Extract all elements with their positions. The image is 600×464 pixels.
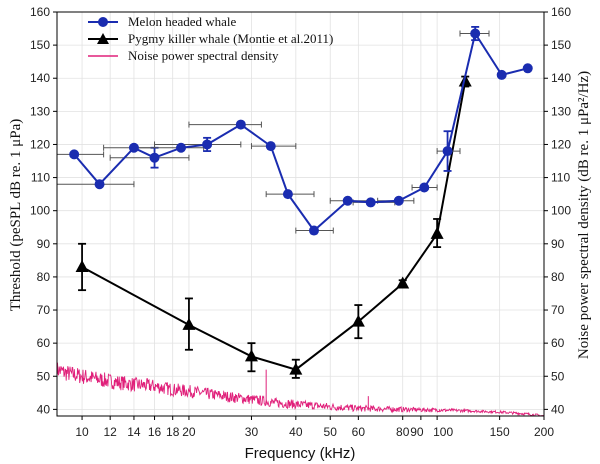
y-tick-label-left: 160 (30, 5, 50, 19)
y-tick-label-right: 60 (551, 336, 565, 350)
melon-point (128, 142, 139, 153)
melon-point (235, 119, 246, 130)
y-tick-label-left: 70 (37, 303, 51, 317)
melon-point (342, 195, 353, 206)
y-tick-label-right: 90 (551, 237, 565, 251)
y-tick-label-right: 80 (551, 270, 565, 284)
x-tick-label: 18 (166, 425, 180, 439)
melon-series (56, 26, 533, 236)
x-tick-label: 16 (148, 425, 162, 439)
y-tick-label-right: 150 (551, 38, 571, 52)
grid (57, 11, 545, 416)
melon-point (496, 69, 507, 80)
legend-melon-label: Melon headed whale (128, 14, 237, 29)
pygmy-point (182, 317, 196, 330)
y-tick-label-right: 160 (551, 5, 571, 19)
pygmy-point (396, 276, 410, 289)
pygmy-point (289, 362, 303, 375)
y-tick-label-right: 140 (551, 71, 571, 85)
melon-point (365, 197, 376, 208)
y-tick-label-left: 50 (37, 369, 51, 383)
y-axis-title-left: Threshold (peSPL dB re. 1 μPa) (8, 119, 24, 311)
melon-point (69, 149, 80, 160)
pygmy-point (458, 74, 472, 87)
x-tick-label: 90 (410, 425, 424, 439)
noise-trace (56, 362, 545, 417)
x-tick-label: 10 (75, 425, 89, 439)
melon-point (149, 152, 160, 163)
melon-point (522, 63, 533, 74)
melon-point (202, 139, 213, 150)
noise-series (56, 362, 545, 417)
melon-point (393, 195, 404, 206)
melon-point (442, 146, 453, 157)
y-tick-label-right: 70 (551, 303, 565, 317)
x-tick-label: 50 (324, 425, 338, 439)
legend-pygmy-label: Pygmy killer whale (Montie et al.2011) (128, 31, 333, 46)
x-tick-label: 20 (182, 425, 196, 439)
pygmy-point (430, 226, 444, 239)
melon-point (470, 28, 481, 39)
y-tick-label-left: 100 (30, 204, 50, 218)
melon-point (282, 189, 293, 200)
legend-pygmy-marker (97, 33, 109, 44)
x-tick-label: 60 (352, 425, 366, 439)
melon-point (94, 179, 105, 190)
pygmy-point (351, 314, 365, 327)
x-axis-title: Frequency (kHz) (245, 445, 356, 462)
melon-point (419, 182, 430, 193)
x-tick-label: 200 (534, 425, 554, 439)
pygmy-point (75, 259, 89, 272)
pygmy-series (75, 74, 472, 379)
y-tick-label-left: 150 (30, 38, 50, 52)
x-tick-label: 14 (127, 425, 141, 439)
x-tick-label: 150 (490, 425, 510, 439)
x-tick-label: 40 (289, 425, 303, 439)
melon-point (265, 141, 276, 152)
melon-point (308, 225, 319, 236)
y-tick-label-left: 140 (30, 71, 50, 85)
y-tick-label-left: 60 (37, 336, 51, 350)
x-tick-label: 12 (103, 425, 117, 439)
legend-noise-label: Noise power spectral density (128, 48, 279, 63)
y-tick-label-right: 120 (551, 137, 571, 151)
y-tick-label-left: 110 (31, 171, 50, 185)
x-tick-label: 80 (396, 425, 410, 439)
series-layer (56, 26, 533, 379)
x-tick-label: 30 (245, 425, 259, 439)
x-tick-label: 100 (433, 425, 453, 439)
melon-point (176, 142, 187, 153)
y-tick-label-right: 40 (551, 402, 565, 416)
y-tick-label-right: 110 (551, 171, 570, 185)
y-tick-label-left: 130 (30, 104, 50, 118)
y-tick-label-right: 50 (551, 369, 565, 383)
pygmy-line (81, 81, 467, 371)
legend: Melon headed whale Pygmy killer whale (M… (88, 14, 333, 63)
y-tick-label-right: 130 (551, 104, 571, 118)
y-tick-label-left: 90 (37, 237, 51, 251)
y-tick-label-left: 120 (30, 137, 50, 151)
pygmy-point (244, 349, 258, 362)
y-tick-label-left: 40 (37, 402, 51, 416)
y-axis-title-right: Noise power spectral density (dB re. 1 μ… (576, 71, 592, 359)
plot-frame (56, 11, 545, 417)
y-tick-label-right: 100 (551, 204, 571, 218)
y-tick-label-left: 80 (37, 270, 51, 284)
legend-melon-marker (98, 17, 108, 27)
melon-line (73, 30, 529, 233)
